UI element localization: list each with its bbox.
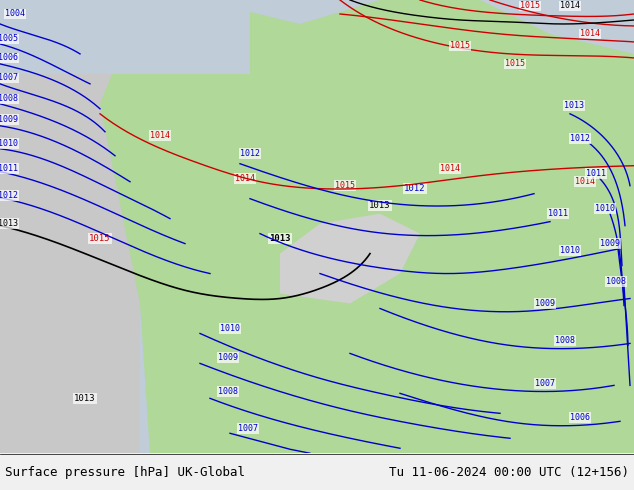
Bar	[0, 0, 634, 403]
Text: 1006: 1006	[570, 413, 590, 422]
Text: 1014: 1014	[235, 174, 255, 183]
Text: 1011: 1011	[586, 169, 606, 178]
Text: 1007: 1007	[238, 424, 258, 433]
Text: 1012: 1012	[240, 149, 260, 158]
Text: Surface pressure [hPa] UK-Global: Surface pressure [hPa] UK-Global	[5, 466, 245, 479]
Text: Tu 11-06-2024 00:00 UTC (12+156): Tu 11-06-2024 00:00 UTC (12+156)	[389, 466, 629, 479]
Text: 1011: 1011	[0, 164, 18, 173]
Text: 1007: 1007	[535, 379, 555, 388]
Text: 1012: 1012	[404, 184, 426, 193]
Text: 1009: 1009	[535, 299, 555, 308]
Text: 1010: 1010	[220, 324, 240, 333]
Text: 1011: 1011	[548, 209, 568, 218]
Text: 1007: 1007	[0, 74, 18, 82]
Text: 1015: 1015	[505, 59, 525, 69]
Text: 1008: 1008	[218, 387, 238, 396]
Text: 1009: 1009	[218, 353, 238, 362]
Text: 1015: 1015	[89, 234, 111, 243]
Text: 1014: 1014	[575, 177, 595, 186]
Text: 1010: 1010	[595, 204, 615, 213]
Polygon shape	[280, 214, 420, 303]
Polygon shape	[0, 134, 120, 273]
Text: 1013: 1013	[74, 394, 96, 403]
Text: 1010: 1010	[0, 139, 18, 148]
Text: 1008: 1008	[0, 95, 18, 103]
Bar	[0, 0, 250, 74]
Text: 1014: 1014	[560, 1, 580, 10]
Text: 1009: 1009	[600, 239, 620, 248]
Text: 1009: 1009	[0, 115, 18, 124]
Text: 1012: 1012	[570, 134, 590, 143]
Text: 1008: 1008	[555, 336, 575, 345]
Text: 1006: 1006	[0, 53, 18, 62]
Text: 1014: 1014	[150, 131, 170, 140]
Text: 1013: 1013	[369, 201, 391, 210]
Polygon shape	[100, 0, 634, 453]
Text: 1010: 1010	[560, 246, 580, 255]
Text: 1014: 1014	[440, 164, 460, 173]
Text: 1005: 1005	[0, 34, 18, 44]
Text: 1015: 1015	[450, 42, 470, 50]
Text: 1004: 1004	[5, 9, 25, 19]
Text: 1014: 1014	[580, 29, 600, 38]
Text: 1013: 1013	[564, 101, 584, 110]
Text: 1012: 1012	[0, 191, 18, 200]
Text: 1008: 1008	[606, 277, 626, 286]
Text: 1015: 1015	[520, 1, 540, 10]
Text: 1015: 1015	[335, 181, 355, 190]
Bar	[0, 0, 140, 453]
Text: 1013: 1013	[269, 234, 291, 243]
Text: 1013: 1013	[0, 219, 18, 228]
